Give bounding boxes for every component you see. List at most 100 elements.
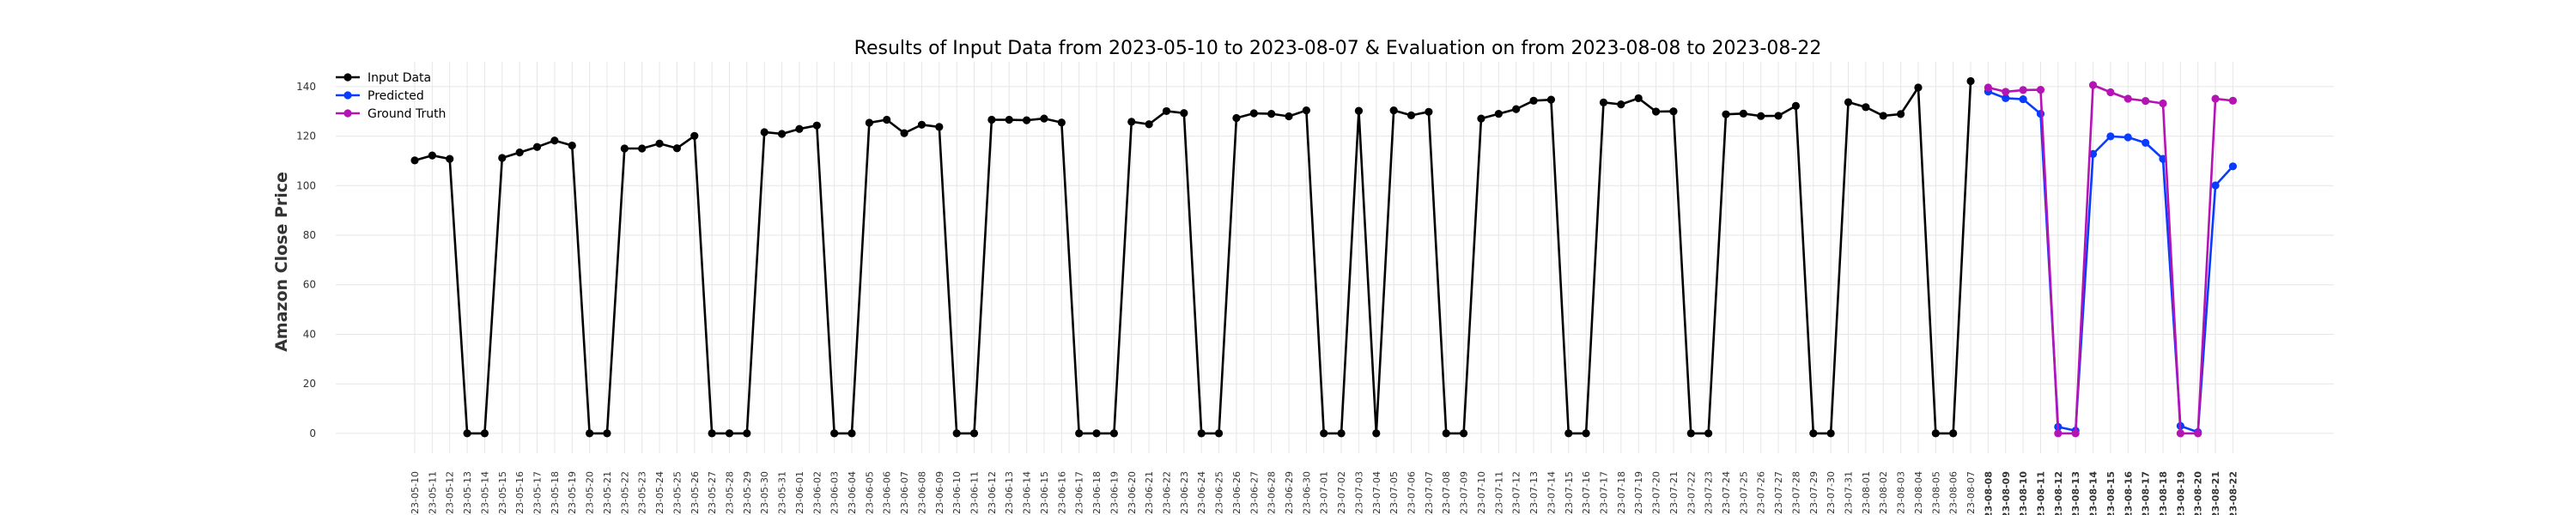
x-tick-label: 2023-08-16: [2123, 471, 2134, 515]
x-tick-label: 2023-05-27: [707, 471, 718, 515]
data-point-ground-truth: [2123, 94, 2132, 103]
y-tick-label: 0: [309, 427, 316, 439]
x-tick-label: 2023-07-01: [1319, 471, 1330, 515]
legend-item-ground-truth: Ground Truth: [336, 107, 446, 121]
x-tick-label: 2023-07-26: [1756, 471, 1767, 515]
data-point-input-data: [1075, 429, 1084, 438]
data-point-input-data: [795, 124, 804, 133]
data-point-input-data: [777, 130, 787, 138]
legend-label: Input Data: [368, 71, 431, 85]
data-point-predicted: [2088, 149, 2098, 158]
data-point-ground-truth: [2211, 94, 2220, 103]
y-axis-ticks: 0 20 40 60 80 100 120 140: [296, 81, 316, 439]
x-tick-label: 2023-06-13: [1004, 471, 1015, 515]
x-tick-label: 2023-07-16: [1581, 471, 1592, 515]
data-point-input-data: [1232, 113, 1241, 123]
x-tick-label: 2023-06-27: [1249, 471, 1260, 515]
x-tick-label: 2023-07-22: [1686, 471, 1697, 515]
x-tick-label: 2023-05-16: [514, 471, 526, 515]
legend-item-predicted: Predicted: [336, 89, 424, 103]
data-point-input-data: [1722, 110, 1730, 118]
x-tick-label: 2023-08-08: [1983, 471, 1994, 515]
x-tick-label: 2023-06-04: [847, 471, 858, 515]
data-point-input-data: [1494, 110, 1503, 118]
data-point-input-data: [1757, 112, 1765, 120]
x-tick-label: 2023-05-12: [445, 471, 456, 515]
data-point-input-data: [1826, 429, 1835, 438]
data-point-input-data: [446, 154, 454, 163]
x-tick-label: 2023-06-12: [987, 471, 998, 515]
x-tick-label: 2023-08-17: [2141, 471, 2152, 515]
data-point-predicted: [2142, 138, 2150, 147]
x-tick-label: 2023-06-11: [969, 471, 981, 515]
data-point-ground-truth: [2036, 86, 2045, 94]
data-point-input-data: [515, 148, 524, 157]
data-point-input-data: [1931, 429, 1940, 438]
x-tick-label: 2023-07-29: [1808, 471, 1820, 515]
x-tick-label: 2023-08-21: [2210, 471, 2221, 515]
x-tick-label: 2023-07-04: [1371, 471, 1382, 515]
data-point-input-data: [1406, 111, 1416, 119]
series-input-data: [410, 76, 1975, 438]
x-tick-label: 2023-06-29: [1284, 471, 1295, 515]
data-point-input-data: [1337, 429, 1346, 438]
x-tick-label: 2023-06-22: [1161, 471, 1172, 515]
data-point-input-data: [1966, 76, 1975, 86]
x-tick-label: 2023-08-13: [2070, 471, 2081, 515]
x-tick-label: 2023-06-25: [1214, 471, 1225, 515]
data-point-ground-truth: [2019, 86, 2027, 94]
x-axis-ticks: 2023-05-10 2023-05-11 2023-05-12 2023-05-13…: [410, 471, 2239, 515]
data-point-input-data: [1389, 106, 1398, 115]
data-point-input-data: [568, 141, 576, 150]
data-point-input-data: [1460, 429, 1468, 438]
x-tick-label: 2023-05-22: [619, 471, 630, 515]
x-tick-label: 2023-05-11: [427, 471, 438, 515]
y-tick-label: 60: [303, 279, 316, 291]
x-tick-label: 2023-08-10: [2018, 471, 2029, 515]
x-tick-label: 2023-08-11: [2035, 471, 2046, 515]
x-tick-label: 2023-06-26: [1231, 471, 1242, 515]
x-tick-label: 2023-06-23: [1179, 471, 1190, 515]
data-point-input-data: [690, 131, 699, 140]
x-tick-label: 2023-08-20: [2193, 471, 2204, 515]
x-tick-label: 2023-07-21: [1668, 471, 1680, 515]
data-point-input-data: [1145, 120, 1153, 129]
x-tick-label: 2023-08-02: [1878, 471, 1889, 515]
data-point-input-data: [830, 429, 839, 438]
x-tick-label: 2023-06-19: [1109, 471, 1120, 515]
x-tick-label: 2023-07-11: [1493, 471, 1504, 515]
data-point-input-data: [1651, 107, 1661, 116]
data-point-input-data: [1564, 429, 1573, 438]
data-point-ground-truth: [2088, 81, 2098, 89]
legend-item-input-data: Input Data: [336, 71, 431, 85]
data-point-ground-truth: [2002, 88, 2010, 96]
data-point-input-data: [1791, 101, 1801, 110]
data-point-input-data: [708, 429, 716, 438]
x-tick-label: 2023-07-17: [1598, 471, 1609, 515]
data-point-input-data: [1302, 106, 1310, 115]
data-point-input-data: [498, 154, 507, 162]
x-tick-label: 2023-05-18: [550, 471, 561, 515]
legend-swatch-marker: [343, 73, 352, 82]
x-tick-label: 2023-05-31: [777, 471, 788, 515]
x-tick-label: 2023-08-14: [2088, 471, 2099, 515]
x-tick-label: 2023-06-28: [1267, 471, 1278, 515]
data-point-input-data: [638, 144, 647, 153]
x-tick-label: 2023-07-10: [1476, 471, 1487, 515]
x-tick-label: 2023-07-31: [1844, 471, 1855, 515]
chart-title: Results of Input Data from 2023-05-10 to…: [854, 38, 1822, 59]
x-tick-label: 2023-05-23: [637, 471, 648, 515]
x-tick-label: 2023-06-10: [951, 471, 963, 515]
x-tick-label: 2023-06-14: [1022, 471, 1033, 515]
data-point-input-data: [1057, 118, 1066, 127]
x-tick-label: 2023-05-21: [602, 471, 613, 515]
data-point-input-data: [1897, 110, 1905, 118]
x-tick-label: 2023-07-08: [1441, 471, 1452, 515]
x-tick-label: 2023-07-18: [1616, 471, 1627, 515]
data-point-ground-truth: [2159, 99, 2167, 108]
data-point-input-data: [883, 115, 891, 124]
data-point-input-data: [1127, 118, 1136, 126]
x-tick-label: 2023-06-02: [811, 471, 823, 515]
x-tick-label: 2023-07-30: [1826, 471, 1837, 515]
